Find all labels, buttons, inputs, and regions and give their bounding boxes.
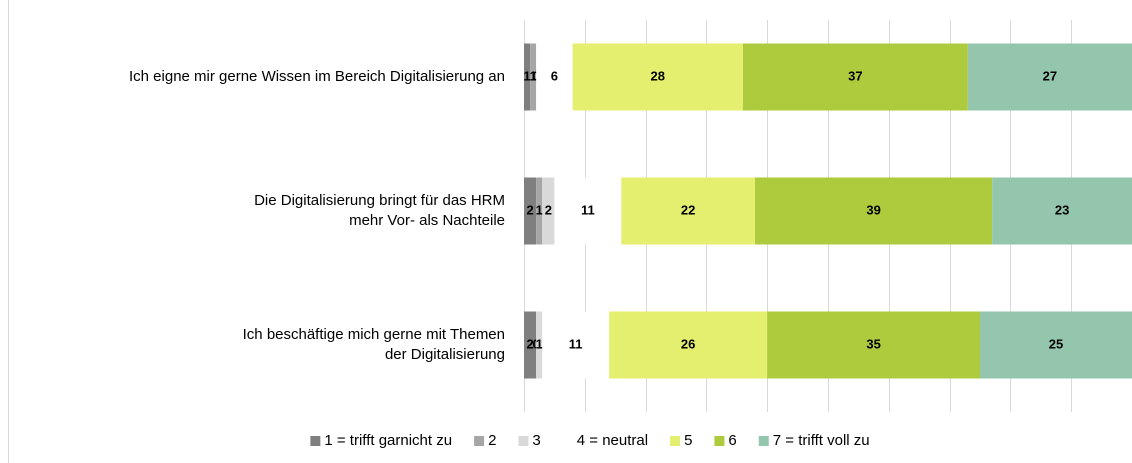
legend-label: 3 xyxy=(532,432,540,449)
data-label: 1 xyxy=(530,68,537,83)
bar-segment xyxy=(967,43,1132,111)
data-label: 2 xyxy=(545,202,552,217)
bar-segment xyxy=(524,177,537,245)
legend-label: 1 = trifft garnicht zu xyxy=(324,432,452,449)
data-label: 1 xyxy=(523,68,530,83)
bar-segment xyxy=(980,311,1132,379)
bar-segment xyxy=(572,43,743,111)
data-label: 27 xyxy=(1043,68,1057,83)
data-label: 11 xyxy=(569,336,583,351)
data-label: 35 xyxy=(866,336,880,351)
legend-swatch xyxy=(670,436,681,446)
bar-segment xyxy=(542,177,555,245)
category-label: Die Digitalisierung bringt für das HRM xyxy=(254,192,505,209)
data-label: 23 xyxy=(1055,202,1069,217)
legend-swatch xyxy=(474,436,485,446)
bar-segment xyxy=(542,311,610,379)
bar-segment xyxy=(536,43,573,111)
category-label: Ich eigne mir gerne Wissen im Bereich Di… xyxy=(129,68,505,85)
legend-swatch xyxy=(310,436,321,446)
data-label: 28 xyxy=(651,68,665,83)
data-label: 39 xyxy=(866,202,880,217)
bar-segment xyxy=(524,311,537,379)
legend-label: 4 = neutral xyxy=(577,432,648,449)
data-label: 2 xyxy=(526,336,533,351)
bar-segment xyxy=(767,311,980,379)
bar-segment xyxy=(554,177,622,245)
category-label: Ich beschäftige mich gerne mit Themen xyxy=(243,326,505,343)
data-label: 26 xyxy=(681,336,695,351)
bar-segment xyxy=(536,177,543,245)
category-label: mehr Vor- als Nachteile xyxy=(349,212,505,229)
legend-label: 2 xyxy=(488,432,496,449)
legend-swatch xyxy=(518,436,529,446)
data-label: 1 xyxy=(536,202,543,217)
bar-segment xyxy=(609,311,768,379)
bar-segment xyxy=(530,43,537,111)
legend-swatch xyxy=(714,436,725,446)
data-label: 1 xyxy=(536,336,543,351)
legend-swatch xyxy=(562,436,573,446)
data-label: 37 xyxy=(848,68,862,83)
bar-segment xyxy=(742,43,968,111)
data-label: 6 xyxy=(551,68,558,83)
category-label: der Digitalisierung xyxy=(385,346,505,363)
bar-segment xyxy=(524,43,531,111)
legend-label: 5 xyxy=(684,432,692,449)
legend-label: 7 = trifft voll zu xyxy=(773,432,870,449)
legend-swatch xyxy=(758,436,769,446)
bar-segment xyxy=(992,177,1132,245)
data-label: 25 xyxy=(1049,336,1063,351)
legend-label: 6 xyxy=(728,432,736,449)
data-label: 2 xyxy=(526,202,533,217)
bar-segment xyxy=(621,177,756,245)
data-label: 11 xyxy=(581,202,595,217)
bar-segment xyxy=(536,311,543,379)
bar-segment xyxy=(755,177,993,245)
data-label: 22 xyxy=(681,202,695,217)
